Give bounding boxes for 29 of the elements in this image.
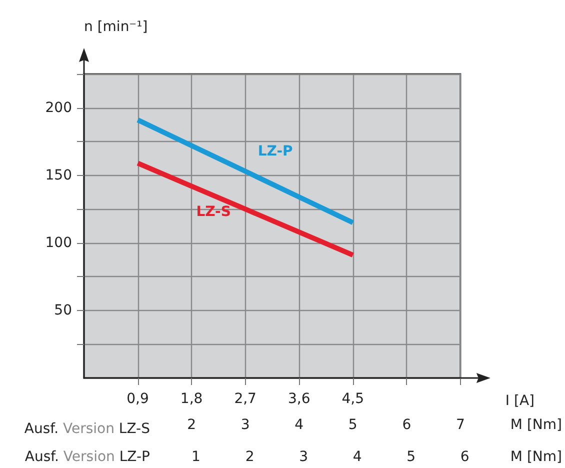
x2-tick-label: 3 [240, 417, 250, 433]
y-tick-label: 50 [54, 302, 72, 318]
text: 5 [406, 449, 416, 465]
text: 4 [352, 449, 362, 465]
text: 2 [245, 449, 254, 465]
x-axis-title: I [A] [505, 393, 535, 409]
x-tick-label: 1,8 [180, 391, 203, 407]
x2-tick-label: 4 [294, 417, 304, 433]
x2-tick-label: 7 [456, 417, 465, 433]
y-tick-label: 150 [45, 167, 72, 184]
text: 1 [192, 449, 200, 465]
x2-tick-label: 5 [348, 417, 358, 433]
x-tick-label: 0,9 [126, 391, 149, 407]
text: Ausf. Version LZ-P [24, 449, 150, 465]
x2-tick-label: 2 [187, 417, 196, 433]
series-label: LZ-P [258, 143, 293, 160]
x2-tick-label: 6 [402, 417, 412, 433]
y-axis-title: n [min⁻¹] [84, 19, 148, 35]
y-tick-label: 100 [45, 234, 72, 251]
text: M [Nm] [510, 449, 562, 465]
x-tick-label: 4,5 [342, 391, 364, 407]
text: 3 [299, 449, 308, 465]
text: Ausf. Version LZ-S [24, 421, 150, 437]
x-tick-label: 2,7 [234, 391, 256, 407]
x-tick-label: 3,6 [288, 391, 310, 407]
x2-axis-title: M [Nm] [510, 417, 562, 433]
series-label: LZ-S [196, 204, 231, 220]
y-tick-label: 200 [45, 100, 72, 116]
text: 6 [460, 449, 470, 465]
